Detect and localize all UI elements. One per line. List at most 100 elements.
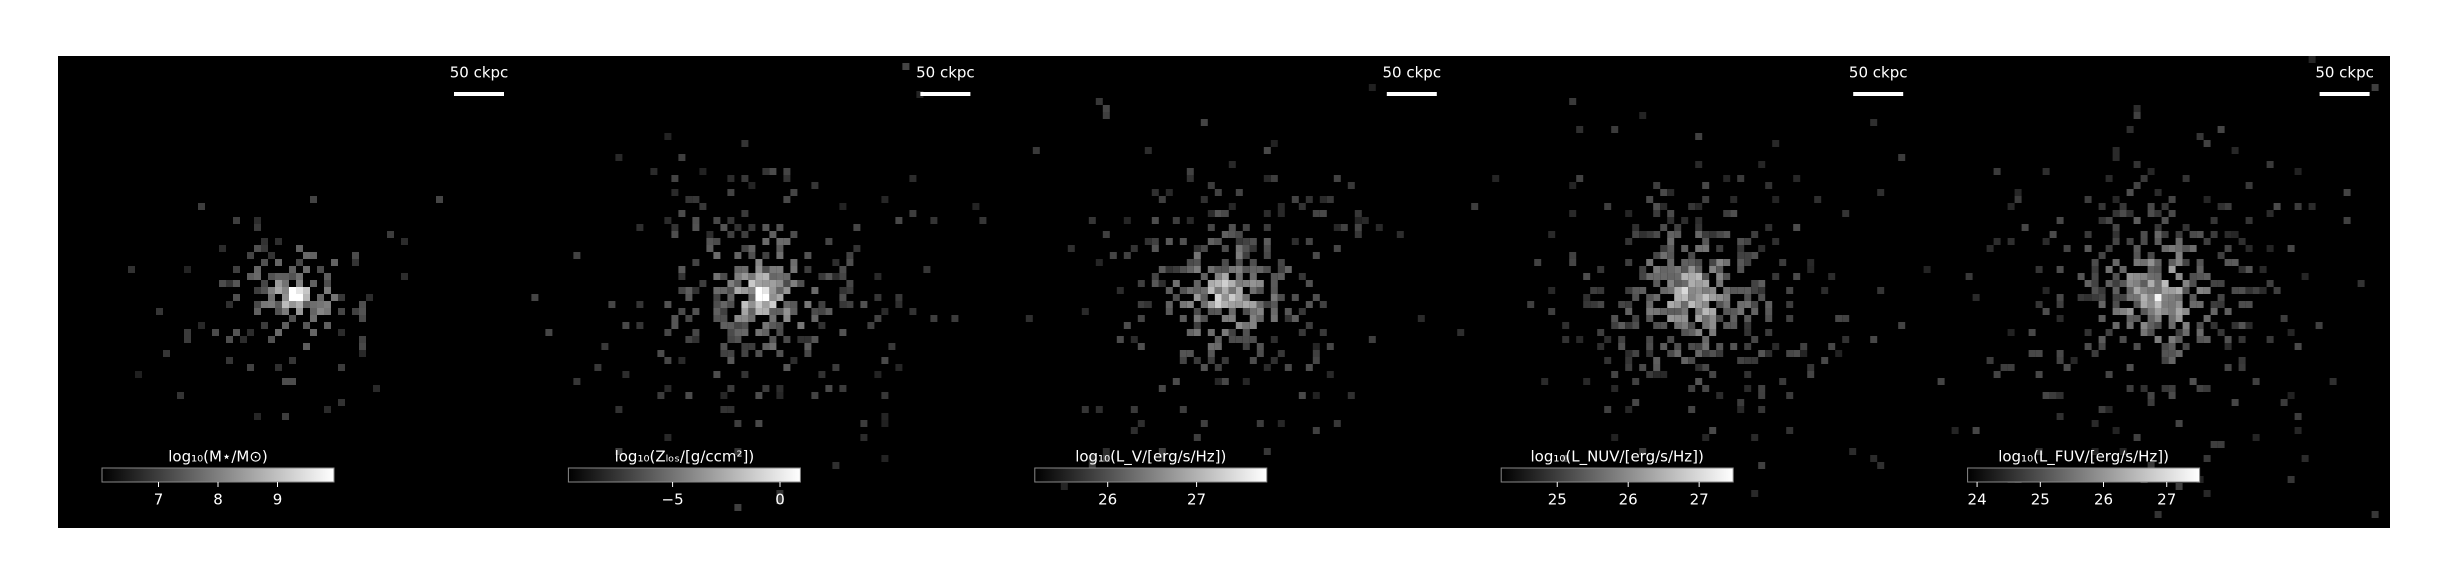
pixel	[1256, 420, 1264, 427]
pixel	[1625, 308, 1633, 315]
pixel	[1702, 273, 1710, 280]
pixel	[713, 294, 721, 301]
pixel	[1632, 287, 1640, 294]
pixel	[1681, 273, 1689, 280]
pixel	[790, 231, 798, 238]
pixel	[303, 322, 310, 329]
pixel	[1688, 301, 1696, 308]
pixel	[2133, 287, 2141, 294]
pixel	[741, 371, 749, 378]
pixel	[1109, 252, 1117, 259]
pixel	[1179, 350, 1187, 357]
pixel	[1709, 266, 1717, 273]
pixel	[804, 266, 812, 273]
pixel	[1632, 231, 1640, 238]
pixel	[2154, 280, 2162, 287]
pixel	[1723, 210, 1731, 217]
pixel	[289, 357, 296, 364]
pixel	[1660, 189, 1668, 196]
pixel	[1716, 301, 1724, 308]
pixel	[895, 301, 903, 308]
pixel	[860, 420, 868, 427]
pixel	[734, 448, 742, 455]
colorbar-label: log₁₀(L_FUV/[erg/s/Hz])	[1998, 448, 2169, 467]
pixel	[1597, 301, 1605, 308]
pixel	[247, 273, 254, 280]
pixel	[839, 329, 847, 336]
colorbar-label: log₁₀(M⋆/M⊙)	[168, 448, 268, 466]
pixel	[2105, 266, 2113, 273]
pixel	[2287, 245, 2295, 252]
pixel	[727, 322, 735, 329]
pixel	[881, 420, 889, 427]
pixel	[1186, 259, 1194, 266]
pixel	[254, 308, 261, 315]
pixel	[1639, 364, 1647, 371]
pixel	[303, 287, 310, 294]
pixel	[2196, 385, 2204, 392]
pixel	[748, 252, 756, 259]
pixel	[671, 322, 679, 329]
pixel	[1786, 392, 1794, 399]
pixel	[2098, 336, 2106, 343]
pixel	[895, 294, 903, 301]
pixel	[254, 217, 261, 224]
pixel	[2196, 133, 2204, 140]
pixel	[790, 259, 798, 266]
pixel	[2175, 238, 2183, 245]
pixel	[1263, 175, 1271, 182]
pixel	[846, 287, 854, 294]
pixel	[1842, 210, 1850, 217]
pixel	[846, 301, 854, 308]
pixel	[1807, 364, 1815, 371]
pixel	[2210, 308, 2218, 315]
pixel	[1737, 357, 1745, 364]
pixel	[1200, 420, 1208, 427]
pixel	[1193, 259, 1201, 266]
pixel	[2168, 210, 2176, 217]
pixel	[1102, 231, 1110, 238]
colorbar-label: log₁₀(Zₗₒₛ/[g/ccm²])	[615, 448, 755, 466]
pixel	[2252, 434, 2260, 441]
pixel	[1849, 448, 1857, 455]
pixel	[1835, 350, 1843, 357]
pixel	[741, 231, 749, 238]
pixel	[699, 280, 707, 287]
pixel	[1326, 343, 1334, 350]
pixel	[818, 301, 826, 308]
pixel	[1674, 224, 1682, 231]
pixel	[1319, 301, 1327, 308]
pixel	[1095, 259, 1103, 266]
pixel	[2056, 315, 2064, 322]
pixel	[741, 273, 749, 280]
pixel	[2175, 350, 2183, 357]
pixel	[254, 287, 261, 294]
pixel	[2238, 357, 2246, 364]
pixel	[2182, 343, 2190, 350]
colorbar-tick-label: 27	[1187, 491, 1206, 509]
pixel	[275, 329, 282, 336]
pixel	[2182, 308, 2190, 315]
pixel	[2140, 294, 2148, 301]
pixel	[811, 315, 819, 322]
pixel	[1737, 308, 1745, 315]
pixel	[1744, 259, 1752, 266]
pixel	[2231, 259, 2239, 266]
pixel	[156, 308, 163, 315]
pixel	[1835, 315, 1843, 322]
pixel	[727, 357, 735, 364]
pixel	[1702, 238, 1710, 245]
pixel	[1625, 287, 1633, 294]
pixel	[706, 231, 714, 238]
pixel	[275, 301, 282, 308]
pixel	[1277, 266, 1285, 273]
image-pixels	[1923, 56, 2379, 518]
pixel	[755, 266, 763, 273]
pixel	[1576, 175, 1584, 182]
pixel	[1842, 336, 1850, 343]
pixel	[720, 273, 728, 280]
pixel	[1660, 343, 1668, 350]
pixel	[1730, 315, 1738, 322]
pixel	[741, 301, 749, 308]
pixel	[1207, 238, 1215, 245]
